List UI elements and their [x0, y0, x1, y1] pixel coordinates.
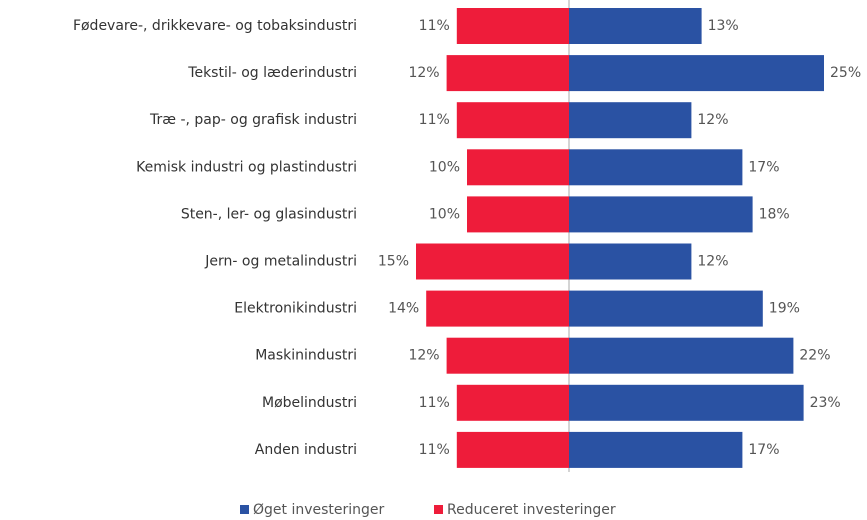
value-label: 10% [429, 206, 460, 222]
bar [467, 196, 569, 233]
category-label: Træ -, pap- og grafisk industri [149, 112, 357, 128]
value-label: 14% [388, 301, 419, 317]
bar [569, 55, 824, 92]
value-label: 19% [769, 301, 800, 317]
category-label: Tekstil- og læderindustri [187, 65, 357, 81]
bar [569, 149, 743, 186]
bar [456, 102, 569, 139]
bar [569, 243, 692, 280]
bar [446, 55, 569, 92]
category-label: Fødevare-, drikkevare- og tobaksindustri [73, 18, 357, 34]
value-label: 23% [810, 395, 841, 411]
value-label: 22% [799, 348, 830, 364]
bar [569, 102, 692, 139]
legend-label: Øget investeringer [253, 502, 385, 518]
bar [456, 384, 569, 421]
value-label: 18% [759, 206, 790, 222]
value-label: 11% [419, 395, 450, 411]
value-label: 12% [408, 348, 439, 364]
bar [446, 337, 569, 374]
value-label: 17% [748, 442, 779, 458]
bar [467, 149, 569, 186]
category-label: Elektronikindustri [234, 301, 357, 317]
value-label: 11% [419, 112, 450, 128]
bar [569, 431, 743, 468]
bar [456, 8, 569, 44]
bar [416, 243, 569, 280]
value-label: 10% [429, 159, 460, 175]
legend-swatch [434, 505, 443, 514]
bar [569, 337, 794, 374]
category-label: Anden industri [255, 442, 357, 458]
category-label: Kemisk industri og plastindustri [136, 159, 357, 175]
value-label: 12% [697, 112, 728, 128]
bar [456, 431, 569, 468]
value-label: 25% [830, 65, 861, 81]
legend-label: Reduceret investeringer [447, 502, 616, 518]
category-label: Maskinindustri [255, 348, 357, 364]
value-label: 12% [408, 65, 439, 81]
value-label: 11% [419, 442, 450, 458]
category-label: Sten-, ler- og glasindustri [181, 206, 357, 222]
bar [569, 196, 753, 233]
value-label: 13% [708, 18, 739, 34]
bar [569, 8, 702, 44]
legend-swatch [240, 505, 249, 514]
bar [426, 290, 569, 327]
value-label: 11% [419, 18, 450, 34]
bar [569, 290, 763, 327]
value-label: 15% [378, 254, 409, 270]
value-label: 17% [748, 159, 779, 175]
value-label: 12% [697, 254, 728, 270]
bar [569, 384, 804, 421]
category-label: Jern- og metalindustri [204, 254, 357, 270]
category-label: Møbelindustri [262, 395, 357, 411]
